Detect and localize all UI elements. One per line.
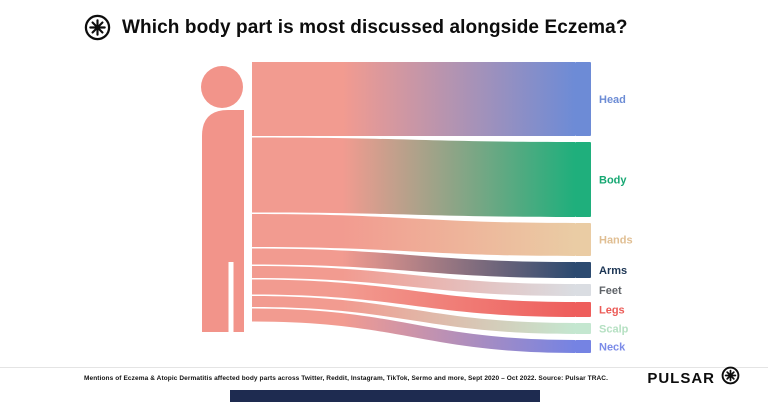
page-title: Which body part is most discussed alongs… <box>122 16 628 38</box>
category-label-body: Body <box>599 175 627 187</box>
header: Which body part is most discussed alongs… <box>84 14 628 41</box>
category-bar-hands <box>575 223 591 256</box>
category-label-feet: Feet <box>599 285 622 297</box>
pulsar-asterisk-icon <box>84 14 111 41</box>
brand-logo: PULSAR <box>647 366 740 390</box>
footer-caption: Mentions of Eczema & Atopic Dermatitis a… <box>84 375 608 382</box>
category-bar-arms <box>575 262 591 278</box>
flow-band-feet <box>252 266 575 296</box>
footer-divider <box>0 367 768 368</box>
category-label-legs: Legs <box>599 305 625 317</box>
category-label-scalp: Scalp <box>599 324 629 336</box>
category-bar-neck <box>575 340 591 353</box>
body-silhouette <box>201 66 244 332</box>
flow-band-neck <box>252 308 575 353</box>
category-label-arms: Arms <box>599 265 627 277</box>
category-bar-body <box>575 142 591 217</box>
bottom-bar <box>230 390 540 402</box>
flow-band-arms <box>252 248 575 278</box>
brand-text: PULSAR <box>647 369 715 387</box>
category-bar-legs <box>575 302 591 317</box>
category-label-neck: Neck <box>599 342 626 354</box>
category-bar-head <box>575 62 591 136</box>
category-bar-feet <box>575 284 591 296</box>
category-bar-scalp <box>575 323 591 334</box>
flow-band-scalp <box>252 296 575 334</box>
category-label-head: Head <box>599 94 626 106</box>
flow-band-hands <box>252 214 575 256</box>
pulsar-asterisk-icon <box>721 366 740 390</box>
category-label-hands: Hands <box>599 235 633 247</box>
flow-band-body <box>252 137 575 217</box>
flow-band-head <box>252 62 575 136</box>
flow-band-legs <box>252 279 575 317</box>
